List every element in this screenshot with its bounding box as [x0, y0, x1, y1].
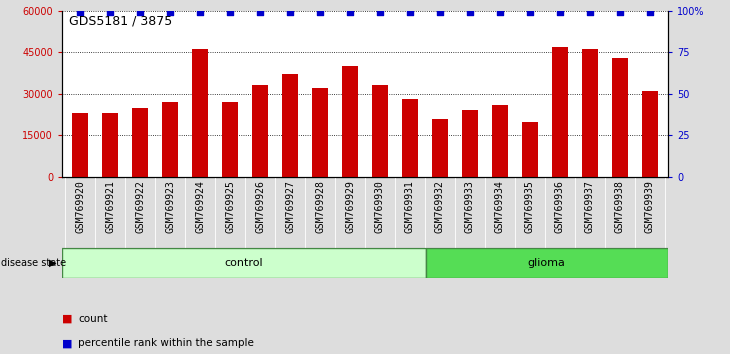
Text: GSM769937: GSM769937 [585, 181, 595, 233]
Text: GSM769930: GSM769930 [375, 181, 385, 233]
Text: GSM769934: GSM769934 [495, 181, 505, 233]
Text: GSM769933: GSM769933 [465, 181, 475, 233]
Bar [431, 119, 448, 177]
Bar [462, 110, 478, 177]
Text: GSM769936: GSM769936 [555, 181, 565, 233]
Point [314, 10, 326, 15]
Point [344, 10, 356, 15]
Point [584, 10, 596, 15]
Text: GSM769928: GSM769928 [315, 181, 325, 233]
Point [134, 10, 146, 15]
Bar [312, 88, 328, 177]
Bar [282, 74, 299, 177]
Bar [252, 85, 268, 177]
Bar [642, 91, 658, 177]
Text: GSM769926: GSM769926 [255, 181, 265, 233]
Bar [612, 58, 629, 177]
Text: count: count [78, 314, 107, 324]
Point [404, 10, 416, 15]
Bar [552, 47, 568, 177]
Point [434, 10, 446, 15]
Text: GSM769924: GSM769924 [195, 181, 205, 233]
Point [194, 10, 206, 15]
Bar [72, 113, 88, 177]
Text: GSM769939: GSM769939 [645, 181, 655, 233]
Text: GSM769938: GSM769938 [615, 181, 625, 233]
Point [164, 10, 176, 15]
Point [374, 10, 386, 15]
Bar [372, 85, 388, 177]
Text: GSM769922: GSM769922 [135, 181, 145, 233]
Bar [582, 50, 598, 177]
Text: GSM769931: GSM769931 [405, 181, 415, 233]
Bar [192, 50, 208, 177]
Text: GSM769927: GSM769927 [285, 181, 295, 233]
Text: GDS5181 / 3875: GDS5181 / 3875 [69, 14, 172, 27]
Point [74, 10, 86, 15]
Point [104, 10, 116, 15]
Point [614, 10, 626, 15]
Text: ▶: ▶ [49, 258, 56, 268]
Point [464, 10, 476, 15]
Bar [62, 248, 426, 278]
Bar [492, 105, 508, 177]
Point [494, 10, 506, 15]
Bar [222, 102, 238, 177]
Text: GSM769925: GSM769925 [225, 181, 235, 233]
Text: GSM769935: GSM769935 [525, 181, 535, 233]
Bar [101, 113, 118, 177]
Point [284, 10, 296, 15]
Text: control: control [225, 258, 263, 268]
Bar [426, 248, 668, 278]
Point [524, 10, 536, 15]
Text: GSM769929: GSM769929 [345, 181, 355, 233]
Text: GSM769921: GSM769921 [105, 181, 115, 233]
Bar [162, 102, 178, 177]
Bar [522, 121, 538, 177]
Text: glioma: glioma [528, 258, 566, 268]
Text: GSM769923: GSM769923 [165, 181, 175, 233]
Bar [132, 108, 148, 177]
Point [254, 10, 266, 15]
Point [644, 10, 656, 15]
Text: ■: ■ [62, 314, 76, 324]
Point [554, 10, 566, 15]
Text: disease state: disease state [1, 258, 66, 268]
Text: percentile rank within the sample: percentile rank within the sample [78, 338, 254, 348]
Bar [342, 66, 358, 177]
Point [224, 10, 236, 15]
Text: GSM769920: GSM769920 [75, 181, 85, 233]
Text: ■: ■ [62, 338, 76, 348]
Text: GSM769932: GSM769932 [435, 181, 445, 233]
Bar [402, 99, 418, 177]
